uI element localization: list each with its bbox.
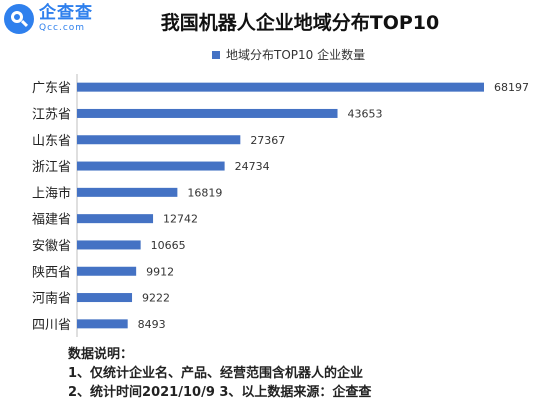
category-label: 安徽省 <box>32 239 71 254</box>
data-label: 24734 <box>235 160 270 173</box>
bar <box>77 240 141 250</box>
bar <box>77 135 241 145</box>
category-label: 广东省 <box>32 81 71 96</box>
logo-name-cn: 企查查 <box>39 3 93 23</box>
data-label: 9222 <box>142 292 170 305</box>
logo-name-en: Qcc.com <box>39 23 86 33</box>
bar <box>77 319 128 329</box>
category-label: 浙江省 <box>32 160 71 175</box>
category-label: 山东省 <box>32 134 71 149</box>
chart-legend: 地域分布TOP10 企业数量 <box>212 46 365 63</box>
logo-text: 企查查 Qcc.com <box>39 5 93 33</box>
magnifier-icon <box>4 4 34 34</box>
legend-label: 地域分布TOP10 企业数量 <box>226 48 366 62</box>
bar <box>77 293 133 303</box>
notes-line-1: 1、仅统计企业名、产品、经营范围含机器人的企业 <box>68 366 364 381</box>
bar <box>77 82 484 92</box>
data-label: 68197 <box>494 81 529 94</box>
bar <box>77 214 154 224</box>
qcc-logo: 企查查 Qcc.com <box>4 4 93 34</box>
data-label: 27367 <box>250 134 285 147</box>
category-label: 江苏省 <box>32 106 71 122</box>
legend-swatch <box>212 50 220 59</box>
category-label: 上海市 <box>32 185 71 201</box>
bar <box>77 187 178 197</box>
category-label: 四川省 <box>32 318 71 333</box>
data-label: 12742 <box>163 213 198 226</box>
category-label: 陕西省 <box>32 265 71 280</box>
data-label: 10665 <box>151 239 186 252</box>
category-label: 河南省 <box>32 291 71 307</box>
data-label: 9912 <box>146 265 174 278</box>
chart-title: 我国机器人企业地域分布TOP10 <box>160 12 440 34</box>
data-label: 43653 <box>348 107 383 120</box>
notes-heading: 数据说明： <box>68 347 134 362</box>
bar <box>77 108 338 118</box>
data-label: 8493 <box>138 318 166 331</box>
data-label: 16819 <box>187 186 222 199</box>
bar <box>77 266 137 276</box>
data-notes: 数据说明： 1、仅统计企业名、产品、经营范围含机器人的企业 2、统计时间2021… <box>68 345 371 402</box>
bar <box>77 161 225 171</box>
notes-line-2: 2、统计时间2021/10/9 3、以上数据来源：企查查 <box>68 385 372 400</box>
category-label: 福建省 <box>32 213 71 228</box>
